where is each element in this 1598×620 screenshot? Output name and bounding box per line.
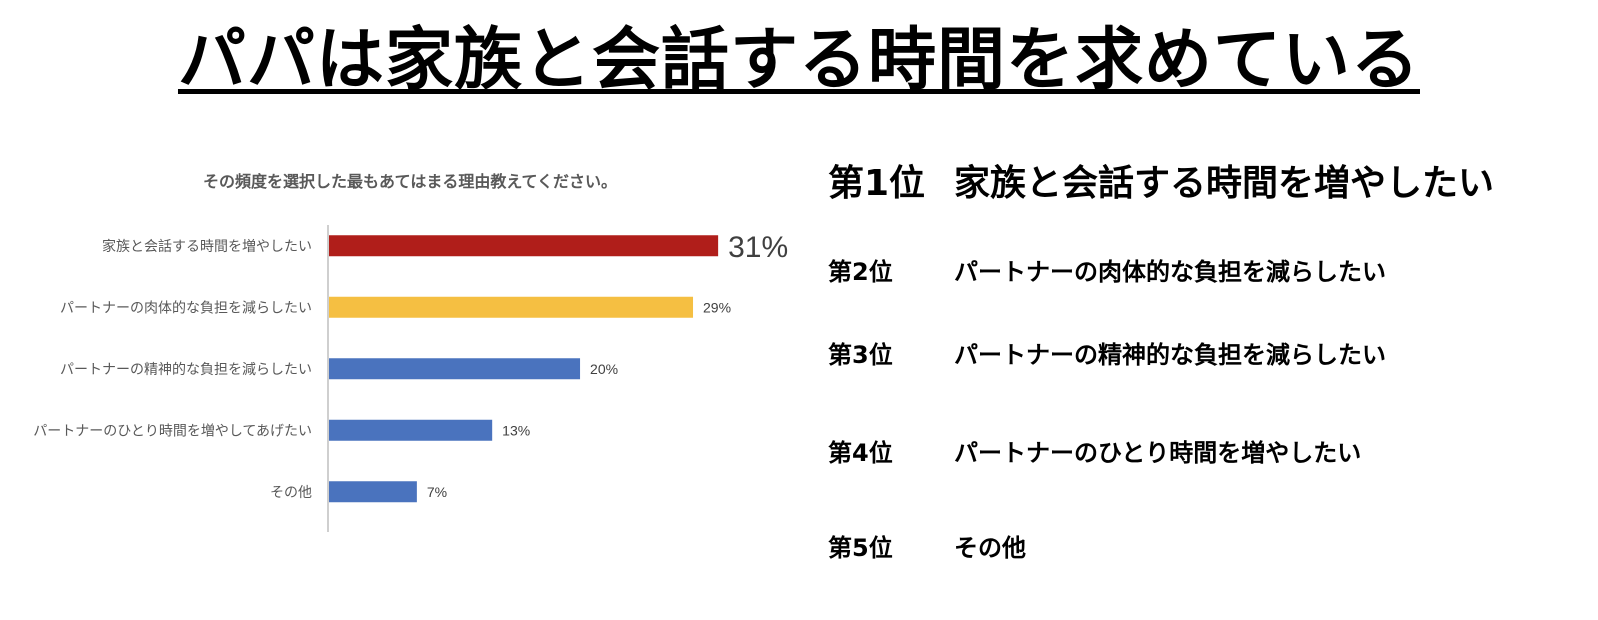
rank-label: パートナーのひとり時間を増やしたい [954, 439, 1362, 467]
bar [329, 358, 581, 380]
rank-number: 第3位 [828, 341, 893, 369]
page-title: パパは家族と会話する時間を求めている [177, 21, 1420, 100]
rank-item-1: 第1位 家族と会話する時間を増やしたい [828, 154, 1494, 206]
data-label: 13% [502, 422, 530, 438]
rank-label: パートナーの精神的な負担を減らしたい [954, 341, 1386, 369]
rank-label: 家族と会話する時間を増やしたい [954, 163, 1495, 204]
bar [329, 235, 719, 257]
category-label: パートナーのひとり時間を増やしてあげたい [33, 423, 312, 439]
data-label: 31% [728, 231, 788, 264]
rank-item-3: 第3位 パートナーの精神的な負担を減らしたい [828, 335, 1386, 370]
category-label: パートナーの肉体的な負担を減らしたい [60, 299, 312, 316]
data-label: 29% [703, 299, 731, 315]
chart-title: その頻度を選択した最もあてはまる理由教えてください。 [202, 172, 618, 191]
bar [329, 296, 694, 318]
data-label: 7% [427, 484, 447, 500]
bar [329, 419, 493, 441]
rank-label: パートナーの肉体的な負担を減らしたい [954, 258, 1386, 286]
category-label: その他 [270, 485, 312, 501]
rank-label: その他 [954, 534, 1026, 562]
rank-item-2: 第2位 パートナーの肉体的な負担を減らしたい [828, 252, 1386, 287]
category-label: パートナーの精神的な負担を減らしたい [60, 361, 312, 378]
rank-number: 第4位 [828, 439, 893, 467]
rank-number: 第2位 [828, 258, 893, 286]
data-label: 20% [590, 361, 618, 377]
rank-item-4: 第4位 パートナーのひとり時間を増やしたい [828, 433, 1361, 468]
rank-number: 第5位 [828, 534, 893, 562]
rank-item-5: 第5位 その他 [828, 528, 1026, 563]
bar [329, 481, 417, 503]
bar-chart: 家族と会話する時間を増やしたい 31% パートナーの肉体的な負担を減らしたい 29% パ… [33, 225, 788, 532]
rank-number: 第1位 [828, 163, 926, 204]
category-label: 家族と会話する時間を増やしたい [102, 238, 312, 255]
